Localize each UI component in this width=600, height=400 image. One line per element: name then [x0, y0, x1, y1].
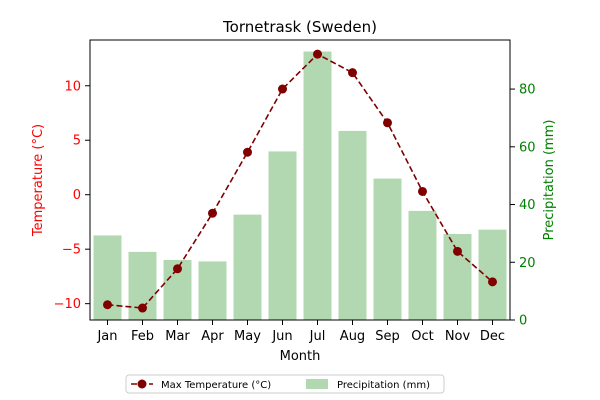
- x-tick-label: Nov: [445, 329, 471, 344]
- temperature-line-path: [107, 53, 494, 309]
- x-axis-label: Month: [280, 349, 321, 364]
- temperature-point-mar: [173, 264, 182, 274]
- precipitation-bar-may: [233, 214, 262, 320]
- legend-marker-swatch: [137, 379, 147, 389]
- precipitation-bar-aug: [338, 130, 367, 320]
- temperature-point-aug: [348, 68, 357, 78]
- left-y-tick-label: −10: [54, 297, 81, 312]
- temperature-point-jul: [313, 49, 322, 59]
- precipitation-bar-dec: [478, 229, 507, 320]
- plot-frame: [89, 39, 511, 321]
- right-axis-label: Precipitation (mm): [542, 120, 557, 241]
- precipitation-bar-oct: [408, 210, 437, 320]
- right-y-tick-label: 20: [519, 256, 536, 271]
- temperature-point-jan: [103, 300, 112, 310]
- chart-title: Tornetrask (Sweden): [222, 18, 377, 36]
- precipitation-bar-sep: [373, 178, 402, 320]
- x-tick-label: Oct: [411, 329, 433, 344]
- precipitation-bars: [93, 51, 507, 321]
- right-y-tick-label: 0: [519, 314, 527, 329]
- x-tick-label: Jul: [309, 329, 326, 344]
- x-tick-label: Apr: [201, 329, 224, 344]
- x-tick-label: Sep: [375, 329, 400, 344]
- temperature-point-oct: [418, 186, 427, 196]
- temperature-point-may: [243, 147, 252, 157]
- legend-label-precipitation: Precipitation (mm): [337, 380, 430, 391]
- temperature-point-jun: [278, 84, 287, 94]
- temperature-point-nov: [453, 246, 462, 256]
- x-tick-label: Aug: [340, 329, 365, 344]
- left-axis-label: Temperature (°C): [31, 124, 46, 237]
- temperature-point-feb: [138, 303, 147, 313]
- legend-box: [125, 374, 445, 394]
- temperature-point-apr: [208, 208, 217, 218]
- chart-legend: Max Temperature (°C) Precipitation (mm): [125, 374, 445, 394]
- left-y-tick-label: 0: [73, 188, 81, 203]
- right-y-tick-label: 80: [519, 83, 536, 98]
- x-tick-label: Jan: [96, 329, 117, 344]
- temperature-point-dec: [488, 277, 497, 287]
- x-tick-label: Jun: [271, 329, 292, 344]
- precipitation-bar-apr: [198, 261, 227, 320]
- precipitation-bar-jun: [268, 151, 297, 320]
- x-tick-label: Mar: [165, 329, 190, 344]
- legend-bar-swatch: [306, 379, 328, 389]
- precipitation-bar-jul: [303, 51, 332, 321]
- x-tick-label: Dec: [480, 329, 505, 344]
- right-y-tick-label: 40: [519, 198, 536, 213]
- right-y-tick-label: 60: [519, 140, 536, 155]
- x-tick-label: Feb: [131, 329, 154, 344]
- temperature-point-sep: [383, 118, 392, 128]
- chart-axes: Jan Feb Mar Apr May Jun Jul Aug Sep Oct Nov Dec −10 −…: [54, 39, 536, 344]
- left-y-tick-label: 5: [73, 134, 81, 149]
- left-y-tick-label: 10: [64, 79, 81, 94]
- left-y-tick-label: −5: [62, 243, 81, 258]
- legend-label-temperature: Max Temperature (°C): [161, 380, 271, 391]
- temperature-line: [103, 49, 497, 313]
- x-tick-label: May: [234, 329, 261, 344]
